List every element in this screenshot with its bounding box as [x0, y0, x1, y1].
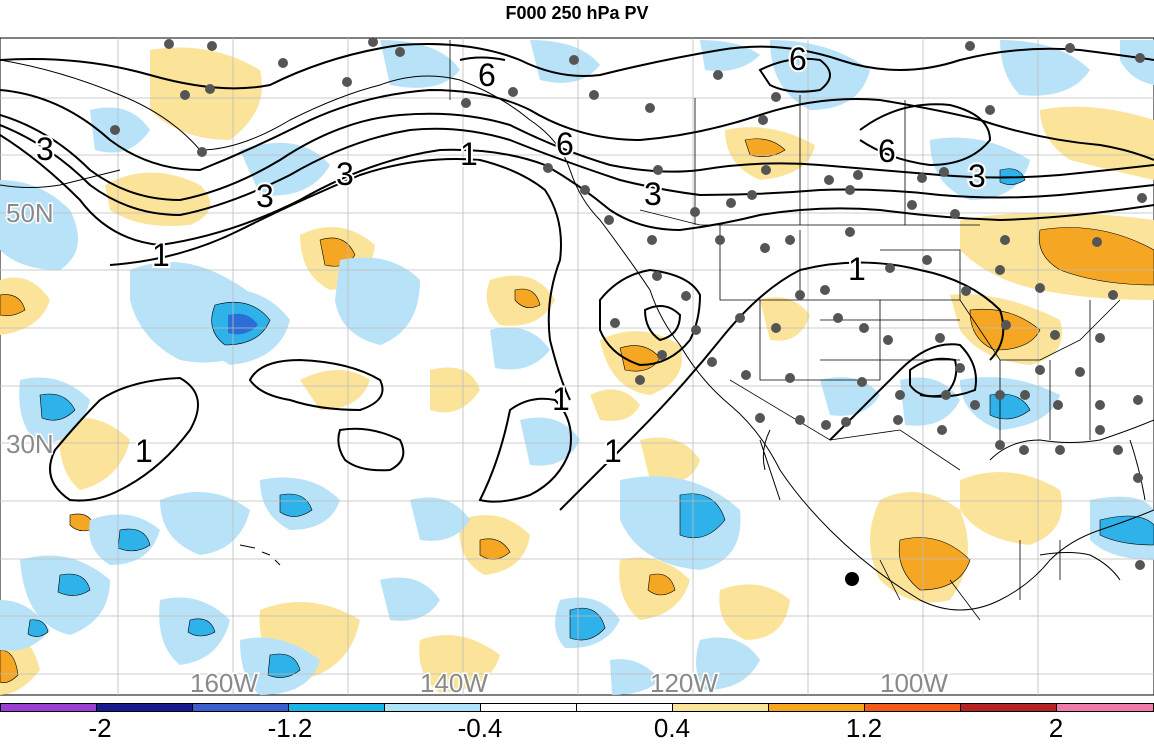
lon-label-140w: 140W: [420, 668, 488, 698]
axis-labels: 50N 30N 160W 140W 120W 100W: [5, 197, 950, 700]
contour-labels: 6 6 6 6 3 3 3 3 3 1 1 1 1 1 1: [34, 39, 988, 471]
colorbar-tick: 0.4: [653, 713, 691, 743]
political-borders: [449, 40, 1121, 621]
lat-label-50n: 50N: [6, 198, 54, 228]
lon-label-100w: 100W: [880, 668, 948, 698]
colorbar-segment: [576, 703, 673, 712]
contour-label-3: 3: [336, 156, 354, 192]
colorbar-tick: -2: [88, 713, 112, 743]
map-title: F000 250 hPa PV: [505, 3, 649, 23]
contour-label-1: 1: [460, 136, 478, 172]
observation-stations: [110, 37, 1147, 570]
highlight-station: [845, 572, 859, 586]
lat-label-30n: 30N: [6, 429, 54, 459]
colorbar-tick: 2: [1048, 713, 1064, 743]
contour-label-6: 6: [789, 41, 807, 77]
contour-label-1: 1: [604, 433, 622, 469]
contour-label-3: 3: [644, 176, 662, 212]
contour-label-6: 6: [478, 57, 496, 93]
colorbar-segment: [192, 703, 289, 712]
lon-label-120w: 120W: [650, 668, 718, 698]
colorbar-segment: [768, 703, 865, 712]
positive-anomaly-core: [0, 138, 1154, 683]
colorbar-segment: [672, 703, 769, 712]
pv-map: 6 6 6 6 3 3 3 3 3 1 1 1 1 1 1 50N 30N 16…: [0, 37, 1154, 700]
contour-label-6: 3: [256, 178, 274, 214]
contour-label-1: 1: [552, 381, 570, 417]
contour-label-3: 3: [36, 131, 54, 167]
contour-label-6: 6: [878, 133, 896, 169]
map-frame: [0, 37, 1154, 696]
contour-label-1: 1: [135, 433, 153, 469]
contour-label-1: 1: [848, 251, 866, 287]
contour-label-1: 1: [152, 237, 170, 273]
negative-anomaly-strong: [228, 313, 258, 335]
coastlines: [0, 59, 1154, 611]
colorbar-tick: -1.2: [267, 713, 313, 743]
colorbar-segment: [0, 703, 97, 712]
colorbar-tick: 1.2: [845, 713, 883, 743]
colorbar-segment: [96, 703, 193, 712]
colorbar: -2 -1.2 -0.4 0.4 1.2 2: [0, 703, 1154, 743]
colorbar-segment: [288, 703, 385, 712]
colorbar-segment: [480, 703, 577, 712]
colorbar-segment: [384, 703, 481, 712]
lon-label-160w: 160W: [190, 668, 258, 698]
colorbar-segment: [864, 703, 961, 712]
colorbar-segment: [960, 703, 1057, 712]
contour-label-3: 3: [968, 158, 986, 194]
contour-label-6: 6: [556, 126, 574, 162]
colorbar-segment: [1056, 703, 1154, 712]
colorbar-tick: -0.4: [457, 713, 503, 743]
